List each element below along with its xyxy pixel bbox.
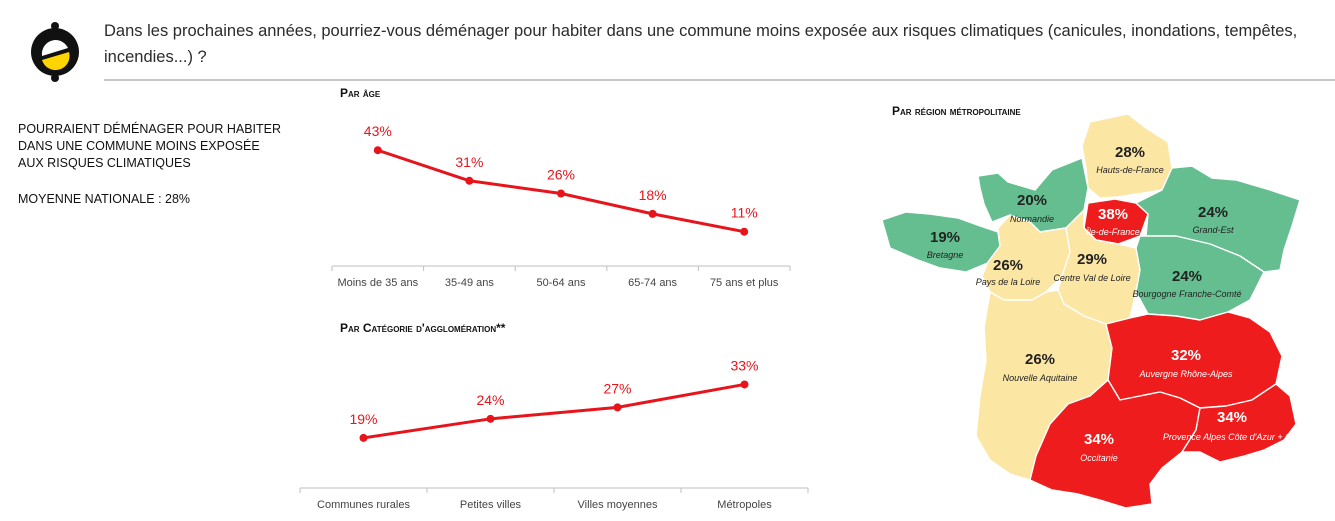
- region-occitanie: [1029, 379, 1201, 509]
- region-hauts-de-france: [1081, 113, 1173, 199]
- region-value-occitanie: 34%: [1084, 431, 1114, 448]
- region-value-nouvelle-aquitaine: 26%: [1025, 351, 1055, 368]
- age-point: [557, 189, 565, 198]
- agglomeration-point: [740, 380, 749, 389]
- region-value-bourgogne-franche-comte: 24%: [1172, 268, 1202, 285]
- region-bourgogne-franche-comte: [1135, 235, 1265, 321]
- age-data-label: 11%: [731, 205, 758, 221]
- question-text: Dans les prochaines années, pourriez-vou…: [104, 22, 1298, 66]
- age-data-label: 43%: [364, 123, 392, 139]
- age-tick-label: 75 ans et plus: [710, 277, 779, 289]
- region-value-provence-alpes-cote-dazur: 34%: [1217, 409, 1247, 426]
- region-grand-est: [1135, 165, 1301, 273]
- agglomeration-data-label: 27%: [603, 380, 631, 396]
- region-name-provence-alpes-cote-dazur: Provence Alpes Côte d'Azur + Corse: [1163, 432, 1309, 442]
- age-data-label: 31%: [455, 154, 483, 170]
- region-name-normandie: Normandie: [1010, 214, 1054, 224]
- agglomeration-point: [486, 414, 495, 423]
- region-value-pays-de-la-loire: 26%: [993, 257, 1023, 274]
- age-data-label: 18%: [639, 187, 667, 203]
- region-value-bretagne: 19%: [930, 229, 960, 246]
- age-tick-label: 50-64 ans: [537, 277, 586, 289]
- region-centre-val-de-loire: [1057, 209, 1141, 325]
- age-point: [740, 227, 749, 236]
- national-average: Moyenne nationale : 28%: [18, 192, 191, 206]
- agglomeration-chart-title: Par Catégorie d'agglomération**: [340, 321, 506, 335]
- region-value-normandie: 20%: [1017, 192, 1047, 209]
- region-name-hauts-de-france: Hauts-de-France: [1096, 165, 1164, 175]
- metric-label: Pourraient déménager pour habiter dans u…: [18, 122, 282, 170]
- agglomeration-data-label: 33%: [730, 357, 758, 373]
- region-value-hauts-de-france: 28%: [1115, 144, 1145, 161]
- age-point: [648, 209, 657, 218]
- region-value-auvergne-rhone-alpes: 32%: [1171, 347, 1201, 364]
- legend-block: Pourraient déménager pour habiter dans u…: [18, 121, 288, 208]
- age-tick-label: Moins de 35 ans: [337, 277, 418, 289]
- agglomeration-point: [613, 403, 622, 412]
- region-name-ile-de-france: Île-de-France: [1086, 227, 1140, 237]
- age-tick-label: 65-74 ans: [628, 277, 677, 289]
- agglomeration-data-label: 24%: [476, 392, 504, 408]
- region-name-centre-val-de-loire: Centre Val de Loire: [1053, 273, 1130, 283]
- agglomeration-tick-label: Métropoles: [717, 499, 772, 511]
- region-value-centre-val-de-loire: 29%: [1077, 251, 1107, 268]
- region-value-grand-est: 24%: [1198, 204, 1228, 221]
- region-name-bourgogne-franche-comte: Bourgogne Franche-Comté: [1132, 289, 1241, 299]
- age-tick-label: 35-49 ans: [445, 277, 494, 289]
- age-point: [465, 176, 474, 185]
- region-map-title: Par région métropolitaine: [892, 104, 1021, 118]
- age-chart-title: Par âge: [340, 86, 381, 100]
- age-point: [373, 146, 382, 155]
- region-name-auvergne-rhone-alpes: Auvergne Rhône-Alpes: [1138, 369, 1233, 379]
- region-name-pays-de-la-loire: Pays de la Loire: [976, 277, 1041, 287]
- region-map: 28% Hauts-de-France 20% Normandie 38% Îl…: [881, 113, 1309, 509]
- age-line-chart: 43% Moins de 35 ans 31% 35-49 ans 26% 50-64 a…: [331, 123, 791, 289]
- question-divider: [104, 79, 1335, 81]
- region-provence-alpes-cote-dazur: [1181, 383, 1297, 463]
- age-data-label: 26%: [547, 167, 575, 183]
- agglomeration-data-label: 19%: [349, 411, 377, 427]
- logo-icon: [31, 22, 79, 82]
- region-name-bretagne: Bretagne: [927, 250, 964, 260]
- region-name-occitanie: Occitanie: [1080, 453, 1118, 463]
- region-name-grand-est: Grand-Est: [1192, 225, 1234, 235]
- agglomeration-line-chart: 19% Communes rurales 24% Petites villes 27% V…: [299, 357, 809, 511]
- agglomeration-tick-label: Communes rurales: [317, 499, 410, 511]
- region-value-ile-de-france: 38%: [1098, 206, 1128, 223]
- region-name-nouvelle-aquitaine: Nouvelle Aquitaine: [1003, 373, 1078, 383]
- agglomeration-tick-label: Petites villes: [460, 499, 522, 511]
- agglomeration-series-line: [363, 382, 745, 440]
- agglomeration-tick-label: Villes moyennes: [578, 499, 658, 511]
- agglomeration-point: [359, 433, 368, 442]
